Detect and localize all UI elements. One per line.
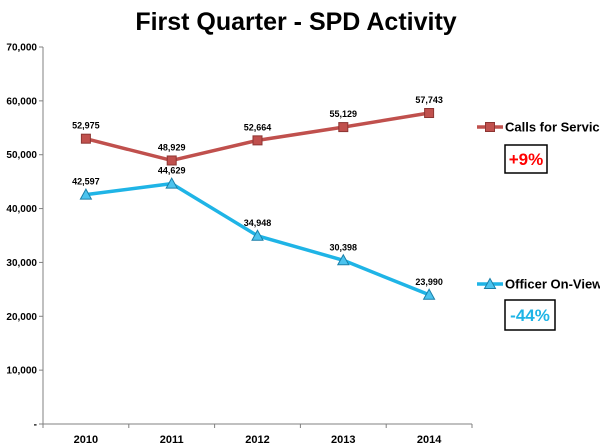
x-tick-label: 2011 xyxy=(160,434,184,446)
data-label: 34,948 xyxy=(244,218,272,228)
change-badge-box xyxy=(504,144,548,174)
data-point-triangle xyxy=(165,177,179,189)
chart-title: First Quarter - SPD Activity xyxy=(135,8,456,36)
y-tick-label: 10,000 xyxy=(6,366,37,377)
series-layer: 52,975 48,929 52,664 55,129 57,743 42,597 44,6… xyxy=(72,95,443,300)
data-point-square xyxy=(166,155,177,166)
x-tick-label: 2012 xyxy=(245,434,269,446)
change-badge-label: -44% xyxy=(510,306,550,325)
data-label: 30,398 xyxy=(330,242,358,252)
data-label: 52,664 xyxy=(244,122,272,132)
data-point-triangle xyxy=(79,188,93,200)
y-tick-label: 70,000 xyxy=(6,43,37,54)
data-point-square xyxy=(252,135,263,146)
data-label: 52,975 xyxy=(72,121,100,131)
data-label: 42,597 xyxy=(72,177,100,187)
change-badge-box xyxy=(504,299,556,331)
legend: Calls for Service +9% Officer On-View -44% xyxy=(477,120,600,331)
data-point-triangle xyxy=(251,229,264,241)
y-tick-label: 60,000 xyxy=(6,96,37,107)
data-point-square xyxy=(424,108,435,119)
data-point-square xyxy=(80,133,91,144)
legend-marker-triangle xyxy=(483,277,497,289)
data-label: 57,743 xyxy=(415,95,443,105)
legend-label: Calls for Service xyxy=(505,120,600,135)
x-tick-label: 2013 xyxy=(331,434,355,446)
legend-label: Officer On-View xyxy=(505,277,600,292)
y-tick-label: 20,000 xyxy=(6,312,37,323)
data-label: 48,929 xyxy=(158,142,186,152)
legend-entry-calls-for-service: Calls for Service +9% xyxy=(477,120,600,174)
data-point-square xyxy=(338,122,349,133)
data-label: 55,129 xyxy=(330,109,358,119)
series-officer-on-view: 42,597 44,629 34,948 30,398 23,990 xyxy=(72,166,443,300)
data-point-triangle xyxy=(422,288,436,300)
y-tick-label: 30,000 xyxy=(6,258,37,269)
legend-entry-officer-on-view: Officer On-View -44% xyxy=(477,277,600,331)
x-tick-label: 2014 xyxy=(417,434,442,446)
y-tick-label: 40,000 xyxy=(6,204,37,215)
axes: - 10,000 20,000 30,000 40,000 50,000 60,000 70,… xyxy=(6,43,473,446)
series-calls-for-service: 52,975 48,929 52,664 55,129 57,743 xyxy=(72,95,443,166)
y-tick-label: - xyxy=(34,420,37,431)
x-tick-label: 2010 xyxy=(74,434,98,446)
data-point-triangle xyxy=(336,253,350,266)
data-label: 44,629 xyxy=(158,166,186,176)
change-badge-label: +9% xyxy=(509,150,544,169)
legend-marker-square xyxy=(485,122,495,132)
y-tick-label: 50,000 xyxy=(6,150,37,161)
data-label: 23,990 xyxy=(415,277,443,287)
